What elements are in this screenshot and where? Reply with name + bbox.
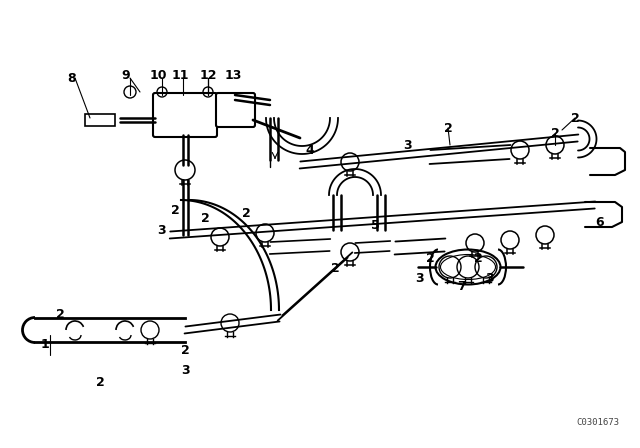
Text: 2: 2 xyxy=(571,112,579,125)
Text: 2: 2 xyxy=(171,203,179,216)
FancyBboxPatch shape xyxy=(153,93,217,137)
Text: 4: 4 xyxy=(306,143,314,156)
Text: 8: 8 xyxy=(68,72,76,85)
Text: 2: 2 xyxy=(444,121,452,134)
Text: 2: 2 xyxy=(180,344,189,357)
Text: 11: 11 xyxy=(172,69,189,82)
Text: 3: 3 xyxy=(403,138,412,151)
Text: 10: 10 xyxy=(149,69,167,82)
Text: 2: 2 xyxy=(56,309,65,322)
Text: 2: 2 xyxy=(550,126,559,139)
Text: 2: 2 xyxy=(200,211,209,224)
Text: 2: 2 xyxy=(426,251,435,264)
Text: 5: 5 xyxy=(371,219,380,232)
Text: 3: 3 xyxy=(157,224,166,237)
Text: 2: 2 xyxy=(242,207,250,220)
Text: 2: 2 xyxy=(474,251,483,264)
Text: 3: 3 xyxy=(416,271,424,284)
Text: 3: 3 xyxy=(486,271,494,284)
Text: 12: 12 xyxy=(199,69,217,82)
Text: 2: 2 xyxy=(331,262,339,275)
Text: 9: 9 xyxy=(122,69,131,82)
Text: 3: 3 xyxy=(180,363,189,376)
FancyBboxPatch shape xyxy=(216,93,255,127)
Text: 13: 13 xyxy=(224,69,242,82)
Text: 6: 6 xyxy=(596,215,604,228)
Text: 7: 7 xyxy=(458,280,467,293)
Text: 1: 1 xyxy=(40,339,49,352)
Text: 2: 2 xyxy=(95,375,104,388)
Text: C0301673: C0301673 xyxy=(577,418,620,426)
